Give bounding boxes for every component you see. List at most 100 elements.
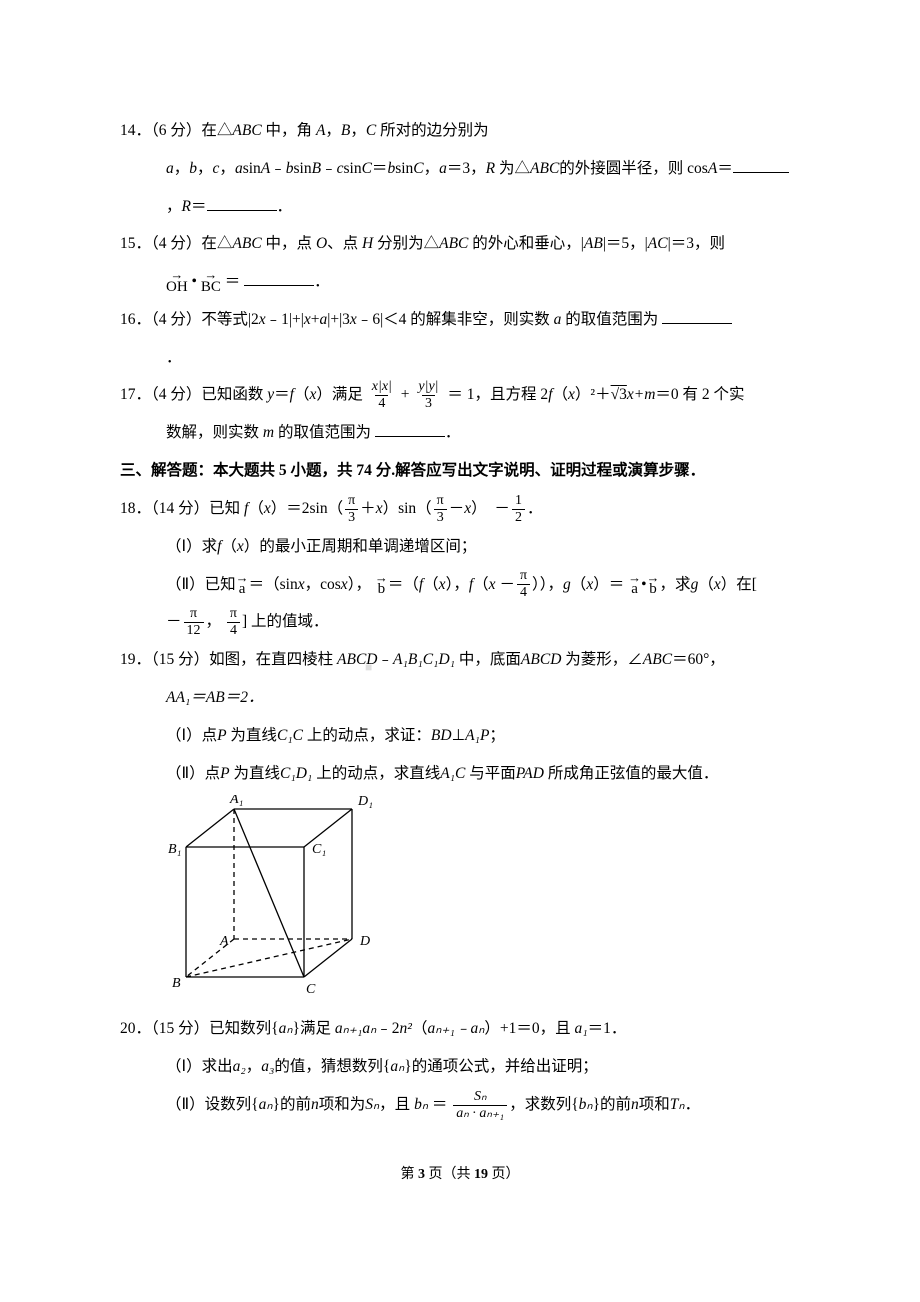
svg-text:B₁: B₁	[168, 842, 181, 857]
f18c: f	[419, 576, 423, 593]
eq18: ＝2sin（	[286, 500, 343, 517]
sn: Sₙ	[365, 1096, 379, 1113]
q14-text: 14．（6 分）在△	[120, 122, 232, 139]
question-14-line3: ，R＝．	[120, 191, 800, 223]
t1_20: 的值，猜想数列{	[274, 1058, 390, 1075]
x3: x	[350, 311, 357, 328]
p2_19: （Ⅱ）点	[166, 765, 220, 782]
dash: ﹣	[377, 651, 393, 668]
eq2: ＝	[191, 198, 207, 215]
eq: ＝	[225, 273, 241, 290]
abc15: ABC	[232, 235, 261, 252]
a3eq: ＝3，	[447, 160, 486, 177]
frac-sn-anan1: Sₙaₙ · aₙ₊₁	[453, 1090, 507, 1121]
p2_20: （Ⅱ）设数列{	[166, 1096, 259, 1113]
abcd2: ABCD	[521, 651, 561, 668]
blank-R	[207, 210, 277, 211]
a16b: a	[554, 311, 562, 328]
t2_18: ，求	[660, 576, 691, 593]
an2: aₙ	[390, 1058, 404, 1075]
P19b: P	[220, 765, 229, 782]
x18b: x	[376, 500, 383, 517]
l1b: 上的动点，求证：	[307, 727, 431, 744]
eq60: ＝60°，	[672, 651, 725, 668]
m1: ﹣1|+|	[266, 311, 304, 328]
l2_19b: 为直线	[233, 765, 280, 782]
eq4_18: ＝	[609, 576, 625, 593]
svg-text:A: A	[219, 934, 229, 949]
p20: ．	[685, 1096, 701, 1113]
abc19: ABC	[643, 651, 672, 668]
a1p: A₁P	[465, 727, 489, 744]
bd: BD	[431, 727, 452, 744]
end: ＝	[717, 160, 733, 177]
foot-right: 页）	[492, 1167, 520, 1182]
n2: n²	[400, 1020, 412, 1037]
question-19-part1: （Ⅰ）点P 为直线C₁C 上的动点，求证：BD⊥A₁P；	[120, 720, 800, 752]
x17b: x	[568, 386, 575, 403]
eq17: ＝	[447, 386, 463, 403]
l2b: 上的动点，求直线	[316, 765, 440, 782]
vec-a: →a	[236, 573, 249, 597]
plus17: +	[401, 386, 410, 403]
plus2: ＋	[595, 386, 611, 403]
b3: b	[387, 160, 395, 177]
q20h: 20．（15 分）已知数列{	[120, 1020, 279, 1037]
svg-text:B: B	[172, 976, 181, 991]
question-20-part2: （Ⅱ）设数列{aₙ}的前n项和为Sₙ，且 bₙ ＝ Sₙaₙ · aₙ₊₁，求数…	[120, 1089, 800, 1121]
prism-svg: A₁D₁B₁C₁ADBC	[166, 795, 376, 995]
C3: C	[413, 160, 423, 177]
eq2_18: ＝（sin	[249, 576, 298, 593]
p1_20: （Ⅰ）求出	[166, 1058, 233, 1075]
r-text: 为△	[499, 160, 530, 177]
svg-text:C₁: C₁	[312, 842, 326, 857]
a1c: A₁C	[440, 765, 465, 782]
q15-head: 15．（4 分）在△	[120, 235, 232, 252]
C: C	[366, 122, 376, 139]
question-18: 18．（14 分）已知 f（x）＝2sin（π3＋x）sin（π3－x） －12…	[120, 493, 800, 525]
question-19-line2: AA₁＝AB＝2．	[120, 682, 800, 714]
watermark: ■	[365, 655, 376, 680]
c2_18: ，	[453, 576, 469, 593]
frac-half: 12	[512, 494, 525, 525]
bn: bₙ	[414, 1096, 428, 1113]
rec: aₙ₊₁aₙ	[335, 1020, 376, 1037]
p1b: 的最小正周期和单调递增区间；	[259, 538, 476, 555]
b: b	[189, 160, 197, 177]
blank-15	[244, 285, 314, 286]
a: a	[166, 160, 174, 177]
abc2: ABC	[530, 160, 559, 177]
vec-b: →b	[375, 573, 388, 597]
svg-text:D: D	[359, 934, 370, 949]
question-19: 19．（15 分）如图，在直四棱柱 ABCD﹣A₁B₁C₁D₁ 中，底面ABCD…	[120, 644, 800, 676]
a3_20: a₃	[261, 1058, 274, 1075]
question-20-part1: （Ⅰ）求出a₂，a₃的值，猜想数列{aₙ}的通项公式，并给出证明；	[120, 1051, 800, 1083]
abc15b: ABC	[439, 235, 468, 252]
a2: a	[235, 160, 243, 177]
t3b_20: }的前	[593, 1096, 631, 1113]
vec-b2: →b	[647, 573, 660, 597]
q15-mid: 中，点	[266, 235, 313, 252]
frac-yy3: y|y|3	[415, 380, 441, 411]
perp: ⊥	[452, 727, 466, 744]
mid20: }满足	[293, 1020, 331, 1037]
cl2: ），	[348, 576, 371, 593]
px: （	[294, 386, 310, 403]
m2: |+|3	[327, 311, 350, 328]
question-15: 15．（4 分）在△ABC 中，点 O、点 H 分别为△ABC 的外心和垂心，|…	[120, 228, 800, 260]
vec-OH: →OH	[166, 270, 188, 294]
paren20: （	[412, 1020, 428, 1037]
t17: 的取值范围为	[278, 424, 371, 441]
blank-cosA	[733, 172, 789, 173]
q17h: 17．（4 分）已知函数	[120, 386, 263, 403]
eq5: |＝5，|	[603, 235, 648, 252]
one: 1，且方程 2	[467, 386, 548, 403]
x2: x	[304, 311, 311, 328]
an: aₙ	[279, 1020, 293, 1037]
question-20: 20．（15 分）已知数列{aₙ}满足 aₙ₊₁aₙ﹣2n²（aₙ₊₁﹣aₙ）+…	[120, 1013, 800, 1045]
H: H	[362, 235, 373, 252]
minus18: －	[449, 500, 465, 517]
q19h: 19．（15 分）如图，在直四棱柱	[120, 651, 333, 668]
period18: ．	[527, 500, 543, 517]
O: O	[316, 235, 327, 252]
